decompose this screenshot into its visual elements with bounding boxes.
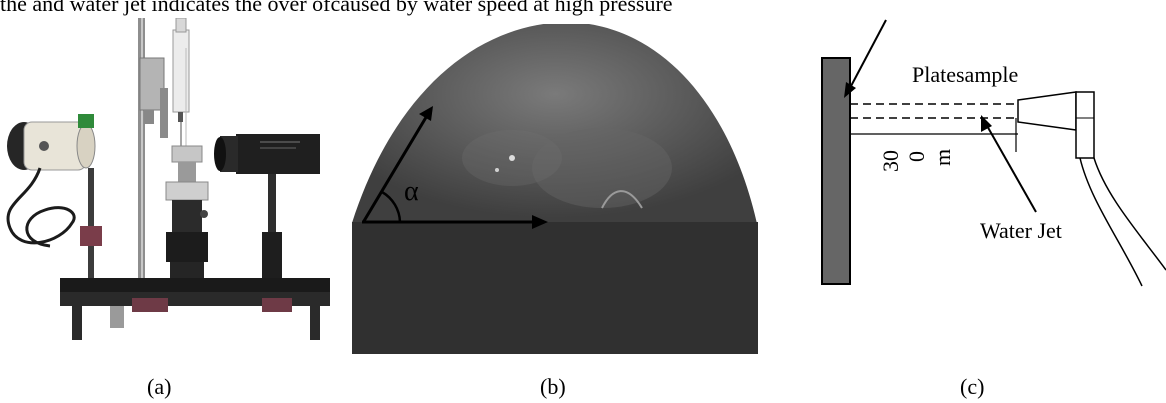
droplet-image: α: [352, 18, 758, 354]
caption-b: (b): [540, 374, 566, 399]
apparatus-photo: [0, 18, 335, 340]
caption-c: (c): [960, 374, 985, 399]
distance-label-part-3: m: [930, 149, 955, 166]
header-text-fragment: the and water jet indicates the over ofc…: [0, 0, 673, 16]
waterjet-schematic: Platesample 30 0 m Water Jet: [790, 0, 1166, 300]
alpha-angle-label: α: [404, 176, 419, 207]
plate-sample-label: Platesample: [912, 62, 1018, 87]
distance-label-part-2: 0: [904, 151, 929, 162]
water-jet-label: Water Jet: [980, 218, 1062, 243]
caption-a: (a): [147, 374, 172, 399]
distance-label-part-1: 30: [878, 150, 903, 172]
